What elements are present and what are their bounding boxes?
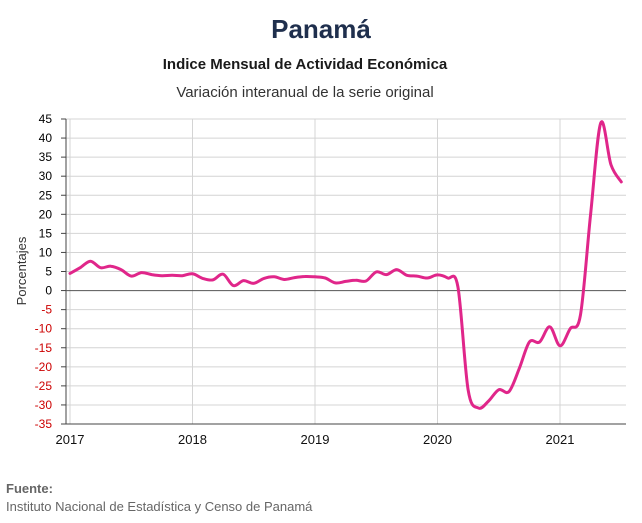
y-tick-label: 5 <box>45 265 52 279</box>
x-tick-label: 2017 <box>56 432 85 447</box>
y-tick-label: 40 <box>39 131 53 145</box>
y-tick-label: -10 <box>35 322 53 336</box>
y-tick-label: 15 <box>39 226 53 240</box>
y-tick-label: 25 <box>39 188 53 202</box>
x-tick-labels: 2017 2018 2019 2020 2021 <box>56 432 575 447</box>
x-tick-label: 2019 <box>301 432 330 447</box>
y-tick-label: 45 <box>39 112 53 126</box>
axes <box>61 118 626 425</box>
y-tick-label: 35 <box>39 150 53 164</box>
y-tick-label: -20 <box>35 360 53 374</box>
source-label: Fuente: <box>6 481 53 496</box>
chart-subtitle-secondary: Variación interanual de la serie origina… <box>176 84 434 101</box>
y-tick-label: 30 <box>39 169 53 183</box>
x-tick-label: 2021 <box>546 432 575 447</box>
y-tick-label: 0 <box>45 284 52 298</box>
y-tick-label: 20 <box>39 207 53 221</box>
x-tick-label: 2020 <box>423 432 452 447</box>
series-line <box>68 120 623 410</box>
y-tick-label: -5 <box>41 303 52 317</box>
y-tick-label: -25 <box>35 379 53 393</box>
y-tick-label: -30 <box>35 398 53 412</box>
grid-lines <box>66 118 626 425</box>
y-axis-label: Porcentajes <box>14 236 29 305</box>
y-tick-label: 10 <box>39 245 53 259</box>
y-tick-label: -35 <box>35 417 53 431</box>
y-tick-labels: 45 40 35 30 25 20 15 10 5 0 -5 -10 -15 -20 -25 -30 -35 <box>35 112 53 431</box>
source-text: Instituto Nacional de Estadística y Cens… <box>6 499 313 514</box>
chart-title: Panamá <box>271 14 371 44</box>
y-tick-label: -15 <box>35 341 53 355</box>
chart-subtitle: Indice Mensual de Actividad Económica <box>162 56 448 73</box>
x-tick-label: 2018 <box>178 432 207 447</box>
